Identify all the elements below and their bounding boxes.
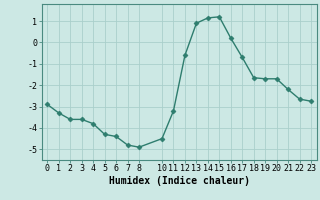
X-axis label: Humidex (Indice chaleur): Humidex (Indice chaleur) [109, 176, 250, 186]
